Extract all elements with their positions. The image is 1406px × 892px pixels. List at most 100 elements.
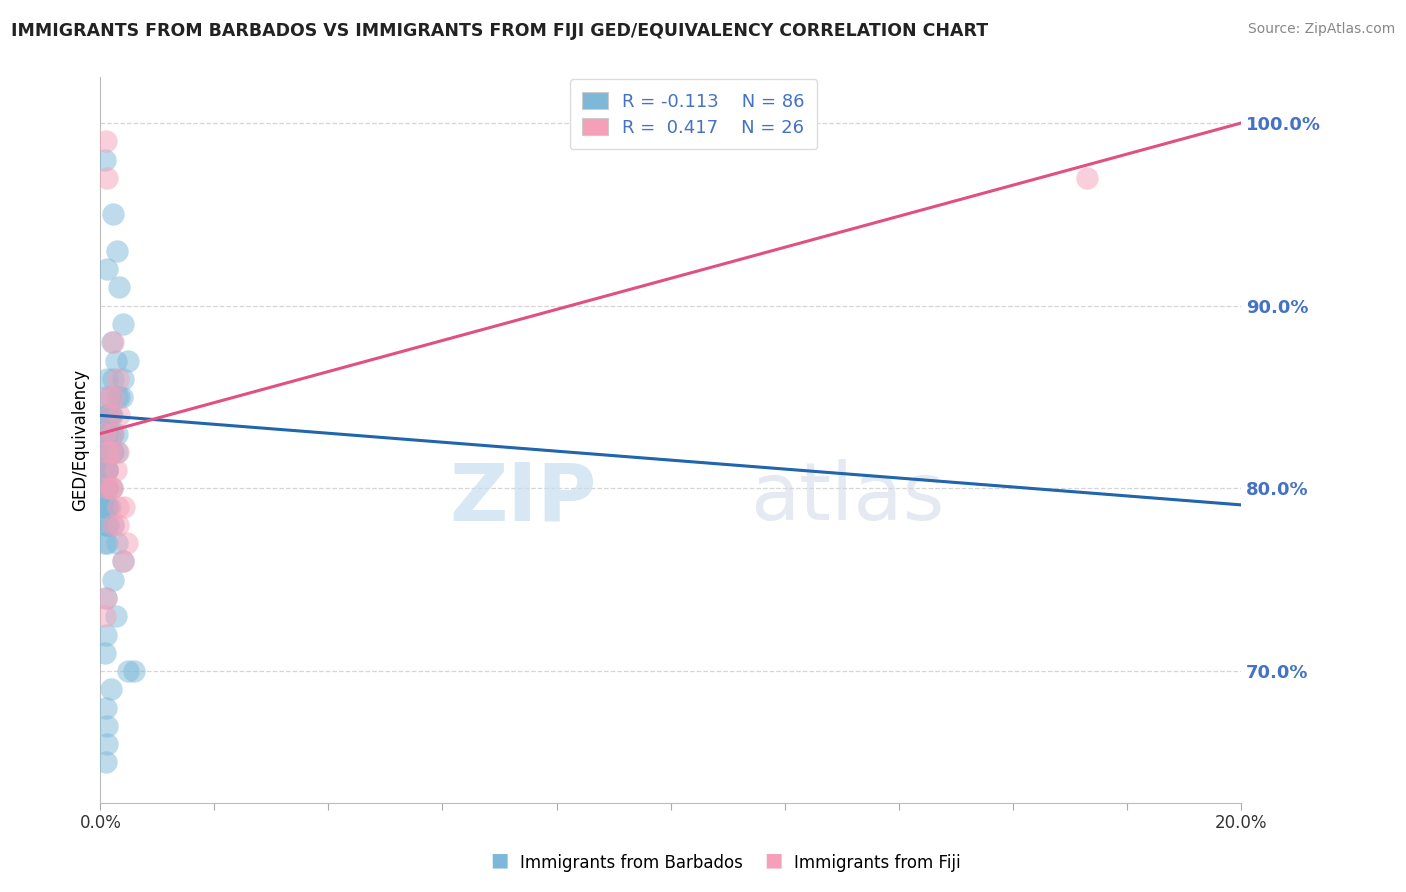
Point (96, 262, 118, 277)
Point (100, 335, 122, 350)
Text: ■: ■ (763, 851, 783, 870)
Point (94, 482, 117, 496)
Point (104, 463, 127, 477)
Point (96, 719, 118, 733)
Point (112, 317, 135, 331)
Point (117, 353, 139, 368)
Text: Immigrants from Fiji: Immigrants from Fiji (794, 855, 962, 872)
Point (103, 518, 125, 533)
Point (112, 500, 135, 514)
Point (96, 463, 118, 477)
Point (101, 518, 124, 533)
Point (101, 390, 124, 404)
Point (105, 426, 128, 441)
Point (94, 445, 117, 459)
Point (96, 500, 118, 514)
Point (94, 536, 117, 550)
Point (107, 372, 129, 386)
Point (112, 372, 135, 386)
Point (96, 482, 118, 496)
Point (101, 445, 124, 459)
Point (96, 482, 118, 496)
Point (96, 463, 118, 477)
Point (107, 409, 129, 423)
Point (94, 445, 117, 459)
Point (96, 463, 118, 477)
Point (94, 463, 117, 477)
Point (94, 463, 117, 477)
Point (96, 409, 118, 423)
Point (101, 426, 124, 441)
Point (94, 463, 117, 477)
Point (94, 445, 117, 459)
Point (100, 409, 122, 423)
Point (96, 536, 118, 550)
Point (94, 463, 117, 477)
Point (105, 445, 128, 459)
Point (107, 445, 129, 459)
Point (96, 426, 118, 441)
Point (122, 664, 145, 678)
Point (100, 682, 122, 697)
Point (94, 463, 117, 477)
Point (96, 372, 118, 386)
Point (94, 482, 117, 496)
Point (94, 518, 117, 533)
Text: ZIP: ZIP (449, 459, 596, 537)
Point (100, 482, 122, 496)
Point (101, 335, 124, 350)
Point (105, 536, 128, 550)
Point (94, 463, 117, 477)
Point (96, 482, 118, 496)
Point (107, 518, 129, 533)
Point (96, 737, 118, 751)
Point (94, 390, 117, 404)
Point (96, 445, 118, 459)
Point (96, 426, 118, 441)
Point (94, 500, 117, 514)
Point (1076, 170, 1098, 185)
Point (111, 390, 134, 404)
Point (98, 409, 121, 423)
Point (94, 591, 117, 605)
Point (94, 445, 117, 459)
Point (94, 646, 117, 660)
Point (105, 244, 128, 258)
Point (94, 482, 117, 496)
Point (94, 482, 117, 496)
Text: ■: ■ (489, 851, 509, 870)
Point (100, 482, 122, 496)
Point (100, 426, 122, 441)
Point (93, 482, 115, 496)
Text: atlas: atlas (751, 459, 945, 537)
Point (94, 627, 117, 641)
Point (117, 664, 139, 678)
Point (98, 409, 121, 423)
Point (101, 207, 124, 221)
Point (107, 500, 129, 514)
Text: IMMIGRANTS FROM BARBADOS VS IMMIGRANTS FROM FIJI GED/EQUIVALENCY CORRELATION CHA: IMMIGRANTS FROM BARBADOS VS IMMIGRANTS F… (11, 22, 988, 40)
Point (108, 390, 131, 404)
Point (96, 445, 118, 459)
Point (112, 554, 135, 568)
Point (96, 170, 118, 185)
Point (96, 390, 118, 404)
Point (108, 280, 131, 294)
Point (94, 482, 117, 496)
Point (94, 700, 117, 714)
Point (105, 609, 128, 624)
Legend: R = -0.113    N = 86, R =  0.417    N = 26: R = -0.113 N = 86, R = 0.417 N = 26 (569, 79, 817, 149)
Point (94, 426, 117, 441)
Point (100, 445, 122, 459)
Point (104, 353, 127, 368)
Point (93, 609, 115, 624)
Point (93, 153, 115, 167)
Point (94, 134, 117, 148)
Point (100, 409, 122, 423)
Point (97, 409, 120, 423)
Point (115, 536, 138, 550)
Point (96, 500, 118, 514)
Point (94, 426, 117, 441)
Point (100, 426, 122, 441)
Point (101, 372, 124, 386)
